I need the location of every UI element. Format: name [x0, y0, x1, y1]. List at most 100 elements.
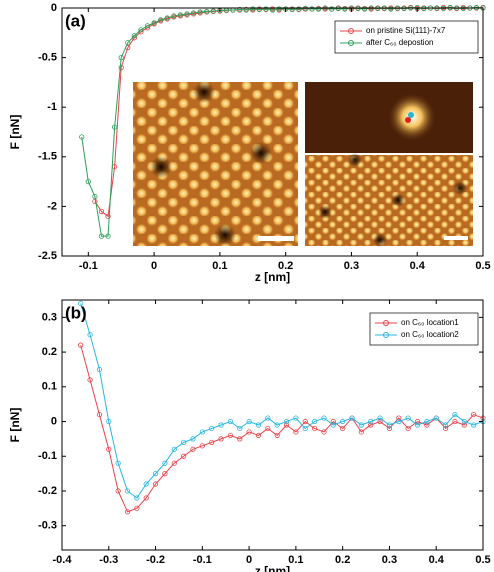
- data-point: [340, 418, 346, 425]
- data-point: [361, 6, 368, 12]
- data-point: [255, 422, 262, 428]
- data-point: [414, 422, 421, 428]
- y-tick-label: -0.2: [38, 485, 57, 497]
- x-tick-label: 0.4: [429, 554, 445, 566]
- data-point: [152, 471, 159, 477]
- data-point: [342, 6, 348, 12]
- data-point: [124, 488, 131, 494]
- y-tick-label: 0.2: [42, 346, 57, 358]
- data-point: [171, 446, 177, 452]
- data-point: [309, 6, 315, 12]
- data-point: [256, 6, 262, 13]
- data-point: [237, 436, 243, 442]
- x-axis-label: z [nm]: [255, 270, 290, 284]
- legend-marker: [383, 332, 389, 338]
- data-point: [358, 429, 364, 435]
- data-point: [246, 418, 252, 425]
- legend: on C₆₀ location1 on C₆₀ location2: [369, 312, 479, 346]
- data-point: [296, 6, 302, 12]
- x-tick-label: 0.1: [212, 260, 227, 272]
- data-point: [405, 415, 411, 421]
- data-point: [265, 425, 271, 432]
- data-point: [144, 23, 151, 29]
- x-tick-label: 0.5: [475, 260, 490, 272]
- data-point: [112, 124, 118, 130]
- y-tick-label: -0.3: [38, 520, 57, 532]
- data-point: [105, 233, 111, 239]
- data-point: [162, 471, 168, 477]
- data-point: [386, 422, 393, 428]
- data-point: [218, 422, 224, 428]
- data-point: [311, 418, 318, 425]
- x-tick-label: 0.2: [335, 554, 350, 566]
- data-point: [105, 213, 111, 219]
- data-point: [190, 436, 196, 442]
- data-point: [349, 415, 355, 421]
- data-point: [302, 418, 308, 425]
- data-point: [263, 6, 269, 12]
- data-point: [151, 20, 157, 26]
- data-point: [452, 418, 458, 425]
- data-point: [368, 422, 374, 428]
- data-point: [199, 429, 205, 435]
- data-point: [289, 6, 295, 13]
- data-point: [302, 425, 308, 432]
- data-point: [396, 415, 402, 421]
- data-point: [293, 429, 299, 435]
- data-point: [405, 425, 411, 432]
- data-point: [218, 436, 224, 442]
- x-tick-label: 0.3: [382, 554, 397, 566]
- legend-label: on C₆₀ location1: [401, 318, 459, 327]
- data-point: [330, 418, 336, 425]
- data-point: [125, 40, 131, 46]
- y-tick-label: -0.1: [38, 450, 57, 462]
- data-point: [171, 13, 177, 19]
- y-axis-label: F [nN]: [8, 408, 22, 443]
- data-point: [106, 418, 112, 425]
- legend: on pristine Si(111)-7x7 after C₆₀ deposti…: [334, 20, 479, 54]
- data-point: [199, 443, 205, 449]
- x-tick-label: 0: [246, 554, 252, 566]
- data-point: [396, 418, 402, 425]
- data-point: [424, 422, 430, 428]
- x-tick-label: 0.4: [410, 260, 426, 272]
- data-point: [442, 422, 449, 428]
- y-tick-label: -2.5: [38, 250, 57, 262]
- x-tick-label: -0.2: [146, 554, 165, 566]
- data-point: [96, 366, 103, 373]
- data-point: [87, 332, 93, 338]
- data-point: [461, 418, 467, 425]
- x-tick-label: -0.1: [79, 260, 98, 272]
- panel-label: (b): [65, 303, 87, 322]
- data-point: [98, 208, 105, 214]
- data-point: [340, 425, 346, 432]
- data-point: [311, 425, 318, 432]
- data-point: [115, 460, 121, 466]
- panel-label: (a): [65, 11, 86, 30]
- y-tick-label: 0: [51, 415, 57, 427]
- data-point: [283, 422, 290, 428]
- data-point: [237, 425, 243, 432]
- data-point: [171, 460, 177, 466]
- data-point: [92, 193, 98, 200]
- data-point: [330, 422, 336, 428]
- data-point: [424, 418, 430, 425]
- data-point: [124, 509, 131, 515]
- data-point: [250, 6, 256, 12]
- data-point: [377, 418, 383, 425]
- data-point: [227, 432, 233, 439]
- data-point: [134, 505, 140, 511]
- data-point: [181, 439, 187, 445]
- x-tick-label: 0.5: [475, 554, 490, 566]
- stm-image: [305, 155, 473, 246]
- data-point: [96, 411, 103, 418]
- legend-label: after C₆₀ depostion: [366, 38, 433, 47]
- data-point: [118, 64, 124, 71]
- data-point: [177, 12, 184, 18]
- x-tick-label: -0.3: [99, 554, 118, 566]
- plot-frame: [61, 7, 484, 257]
- data-point: [255, 432, 262, 439]
- data-point: [197, 9, 203, 15]
- y-tick-label: -2: [47, 200, 57, 212]
- data-point: [190, 10, 197, 16]
